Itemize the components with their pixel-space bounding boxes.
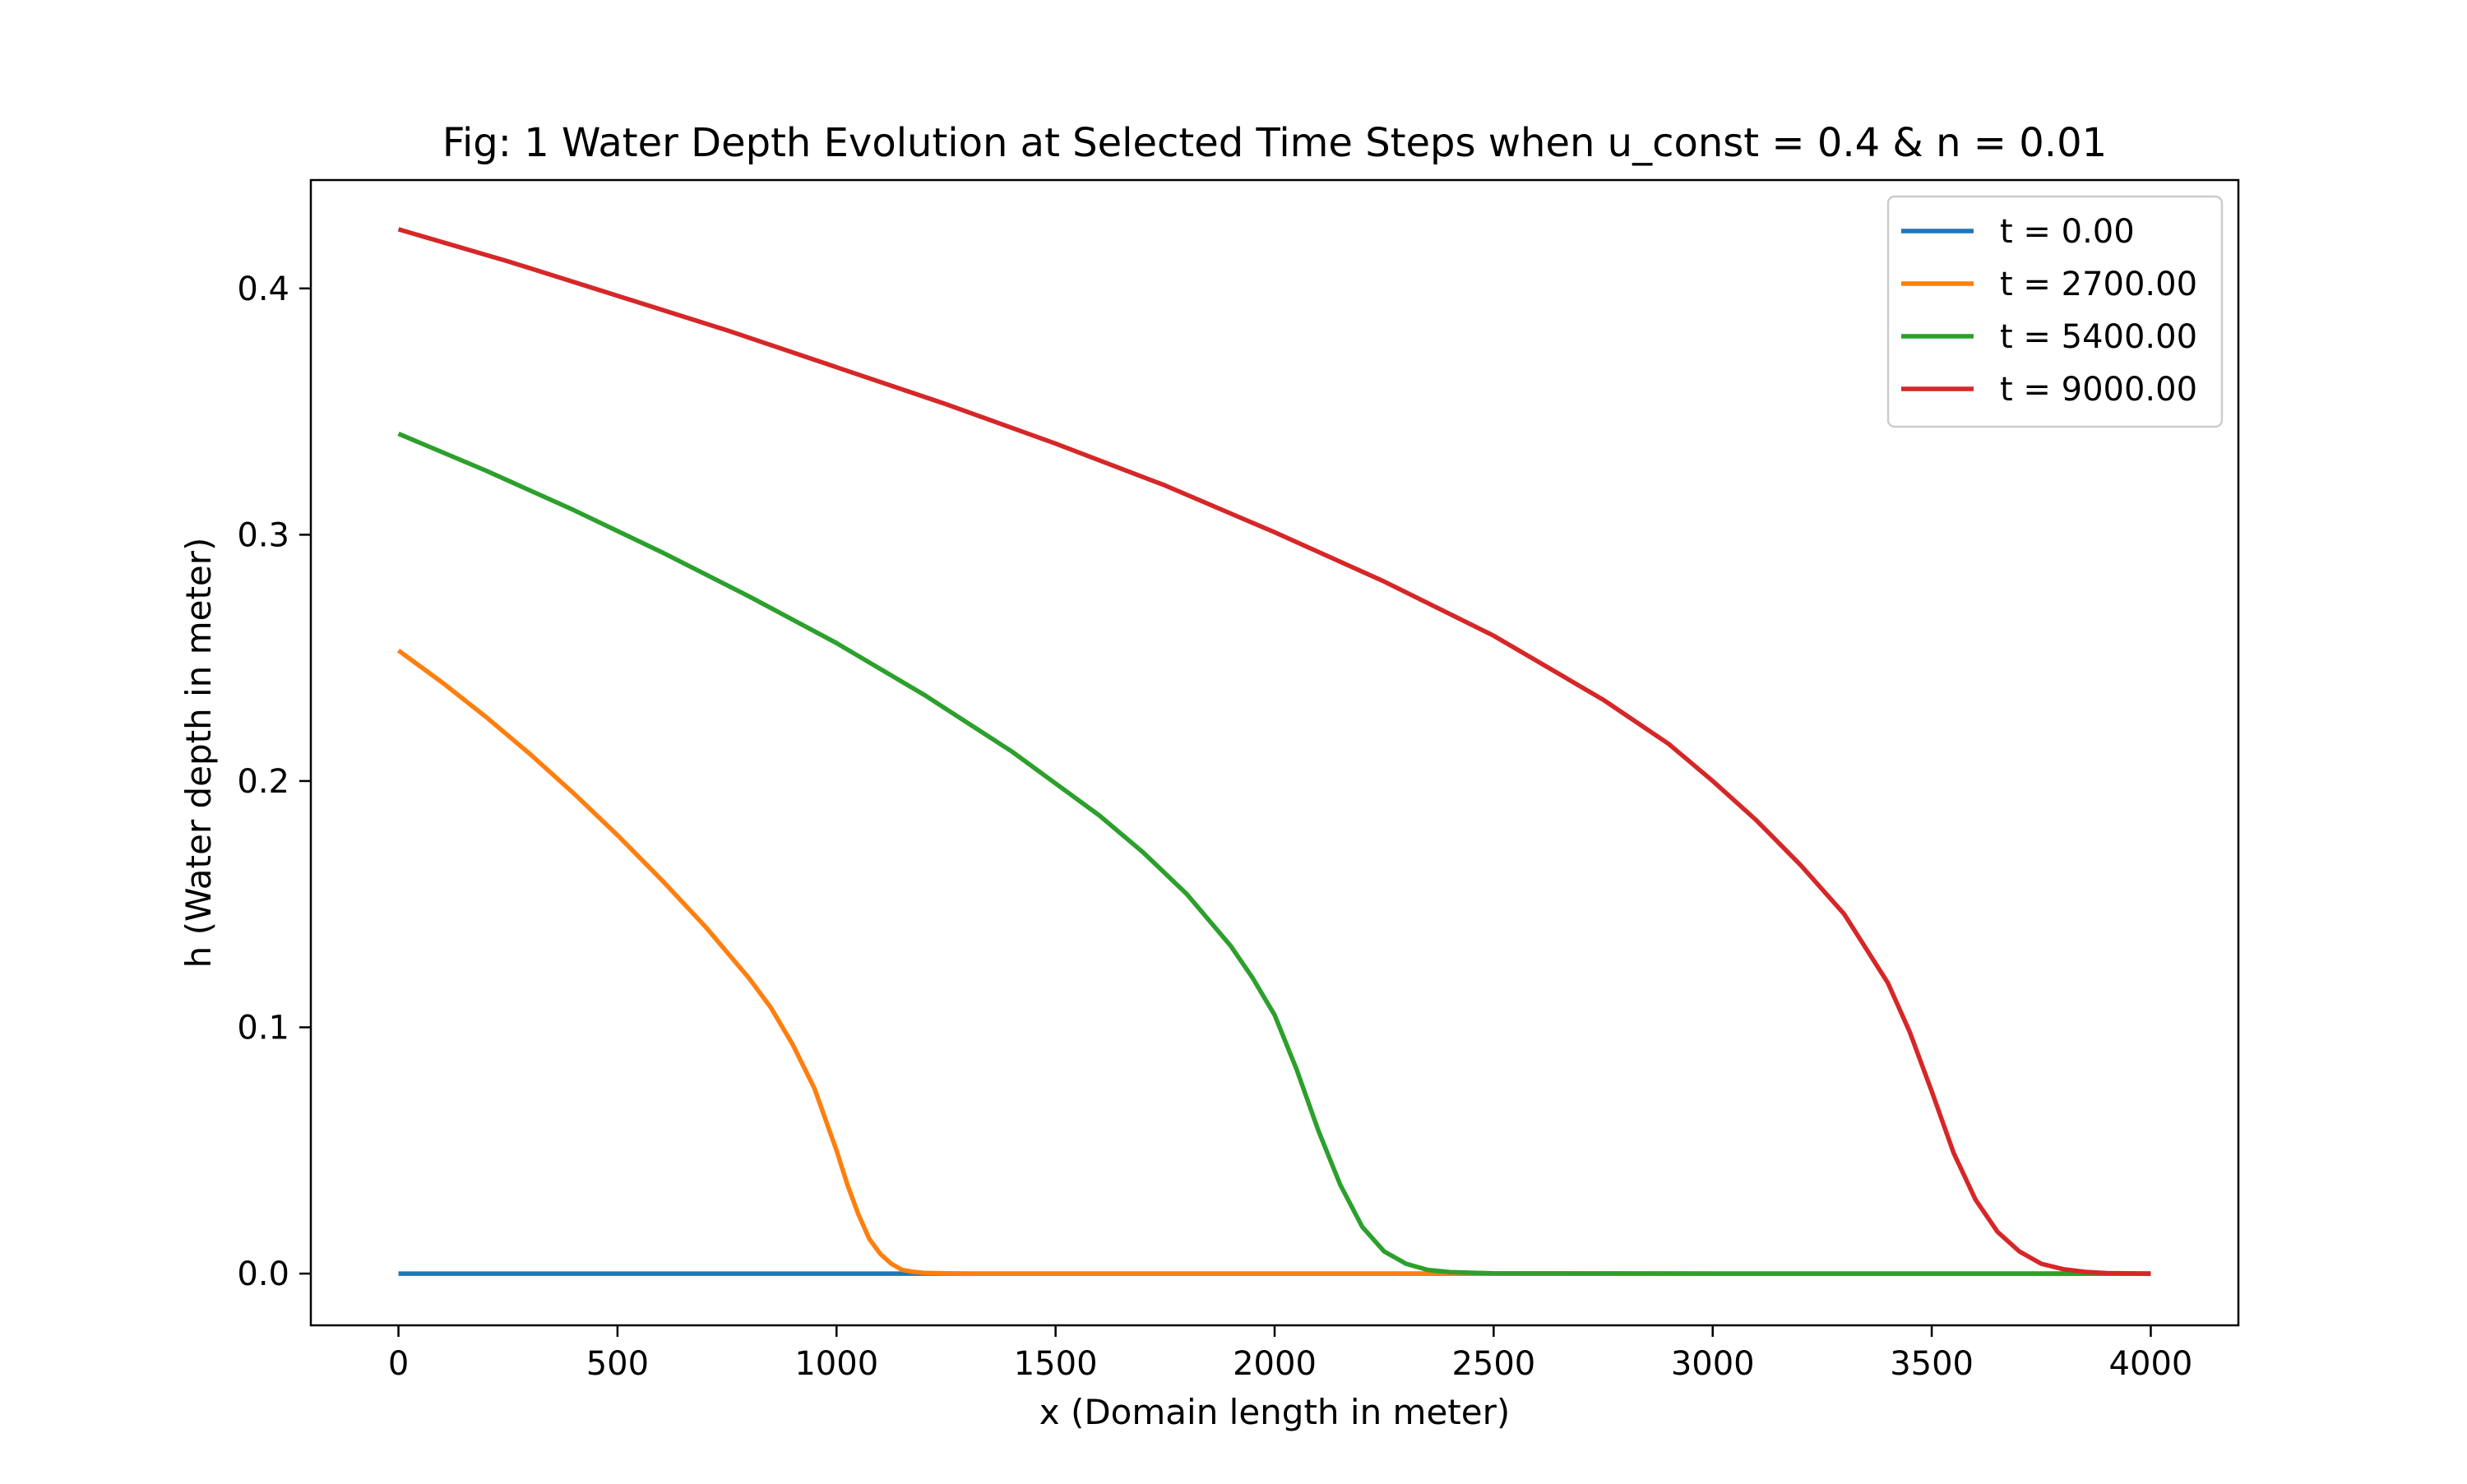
legend-label-3: t = 9000.00 [2000,371,2197,409]
legend-label-2: t = 5400.00 [2000,318,2197,356]
legend-box [1886,195,2224,428]
y-tick-label: 0.2 [237,763,289,801]
y-tick-label: 0.3 [237,516,289,554]
series-layer [396,227,2151,1276]
y-tick-label: 0.1 [237,1010,289,1047]
x-axis-label: x (Domain length in meter) [1039,1392,1511,1432]
chart-title: Fig: 1 Water Depth Evolution at Selected… [442,120,2107,166]
y-tick-label: 0.4 [237,270,289,308]
x-tick-label: 4000 [2109,1345,2193,1383]
x-tick-label: 2500 [1451,1345,1535,1383]
x-tick-label: 1500 [1014,1345,1098,1383]
legend: t = 0.00 t = 2700.00 t = 5400.00 t = 9000.0… [1886,195,2224,428]
y-axis-label: h (Water depth in meter) [178,538,219,969]
axes-layer: 0 500 1000 1500 2000 2500 3000 3500 4000 0.0 0.1 0.… [237,178,2240,1383]
series-line-2 [397,432,2151,1276]
legend-label-1: t = 2700.00 [2000,266,2197,303]
x-tick-label: 3500 [1890,1345,1974,1383]
series-line-3 [397,227,2151,1276]
legend-label-0: t = 0.00 [2000,213,2135,251]
series-line-1 [396,648,2151,1276]
y-tick-label: 0.0 [237,1255,289,1293]
x-tick-label: 0 [388,1345,409,1383]
x-tick-label: 1000 [794,1345,878,1383]
x-tick-label: 2000 [1233,1345,1317,1383]
x-tick-label: 3000 [1671,1345,1755,1383]
x-tick-label: 500 [586,1345,649,1383]
